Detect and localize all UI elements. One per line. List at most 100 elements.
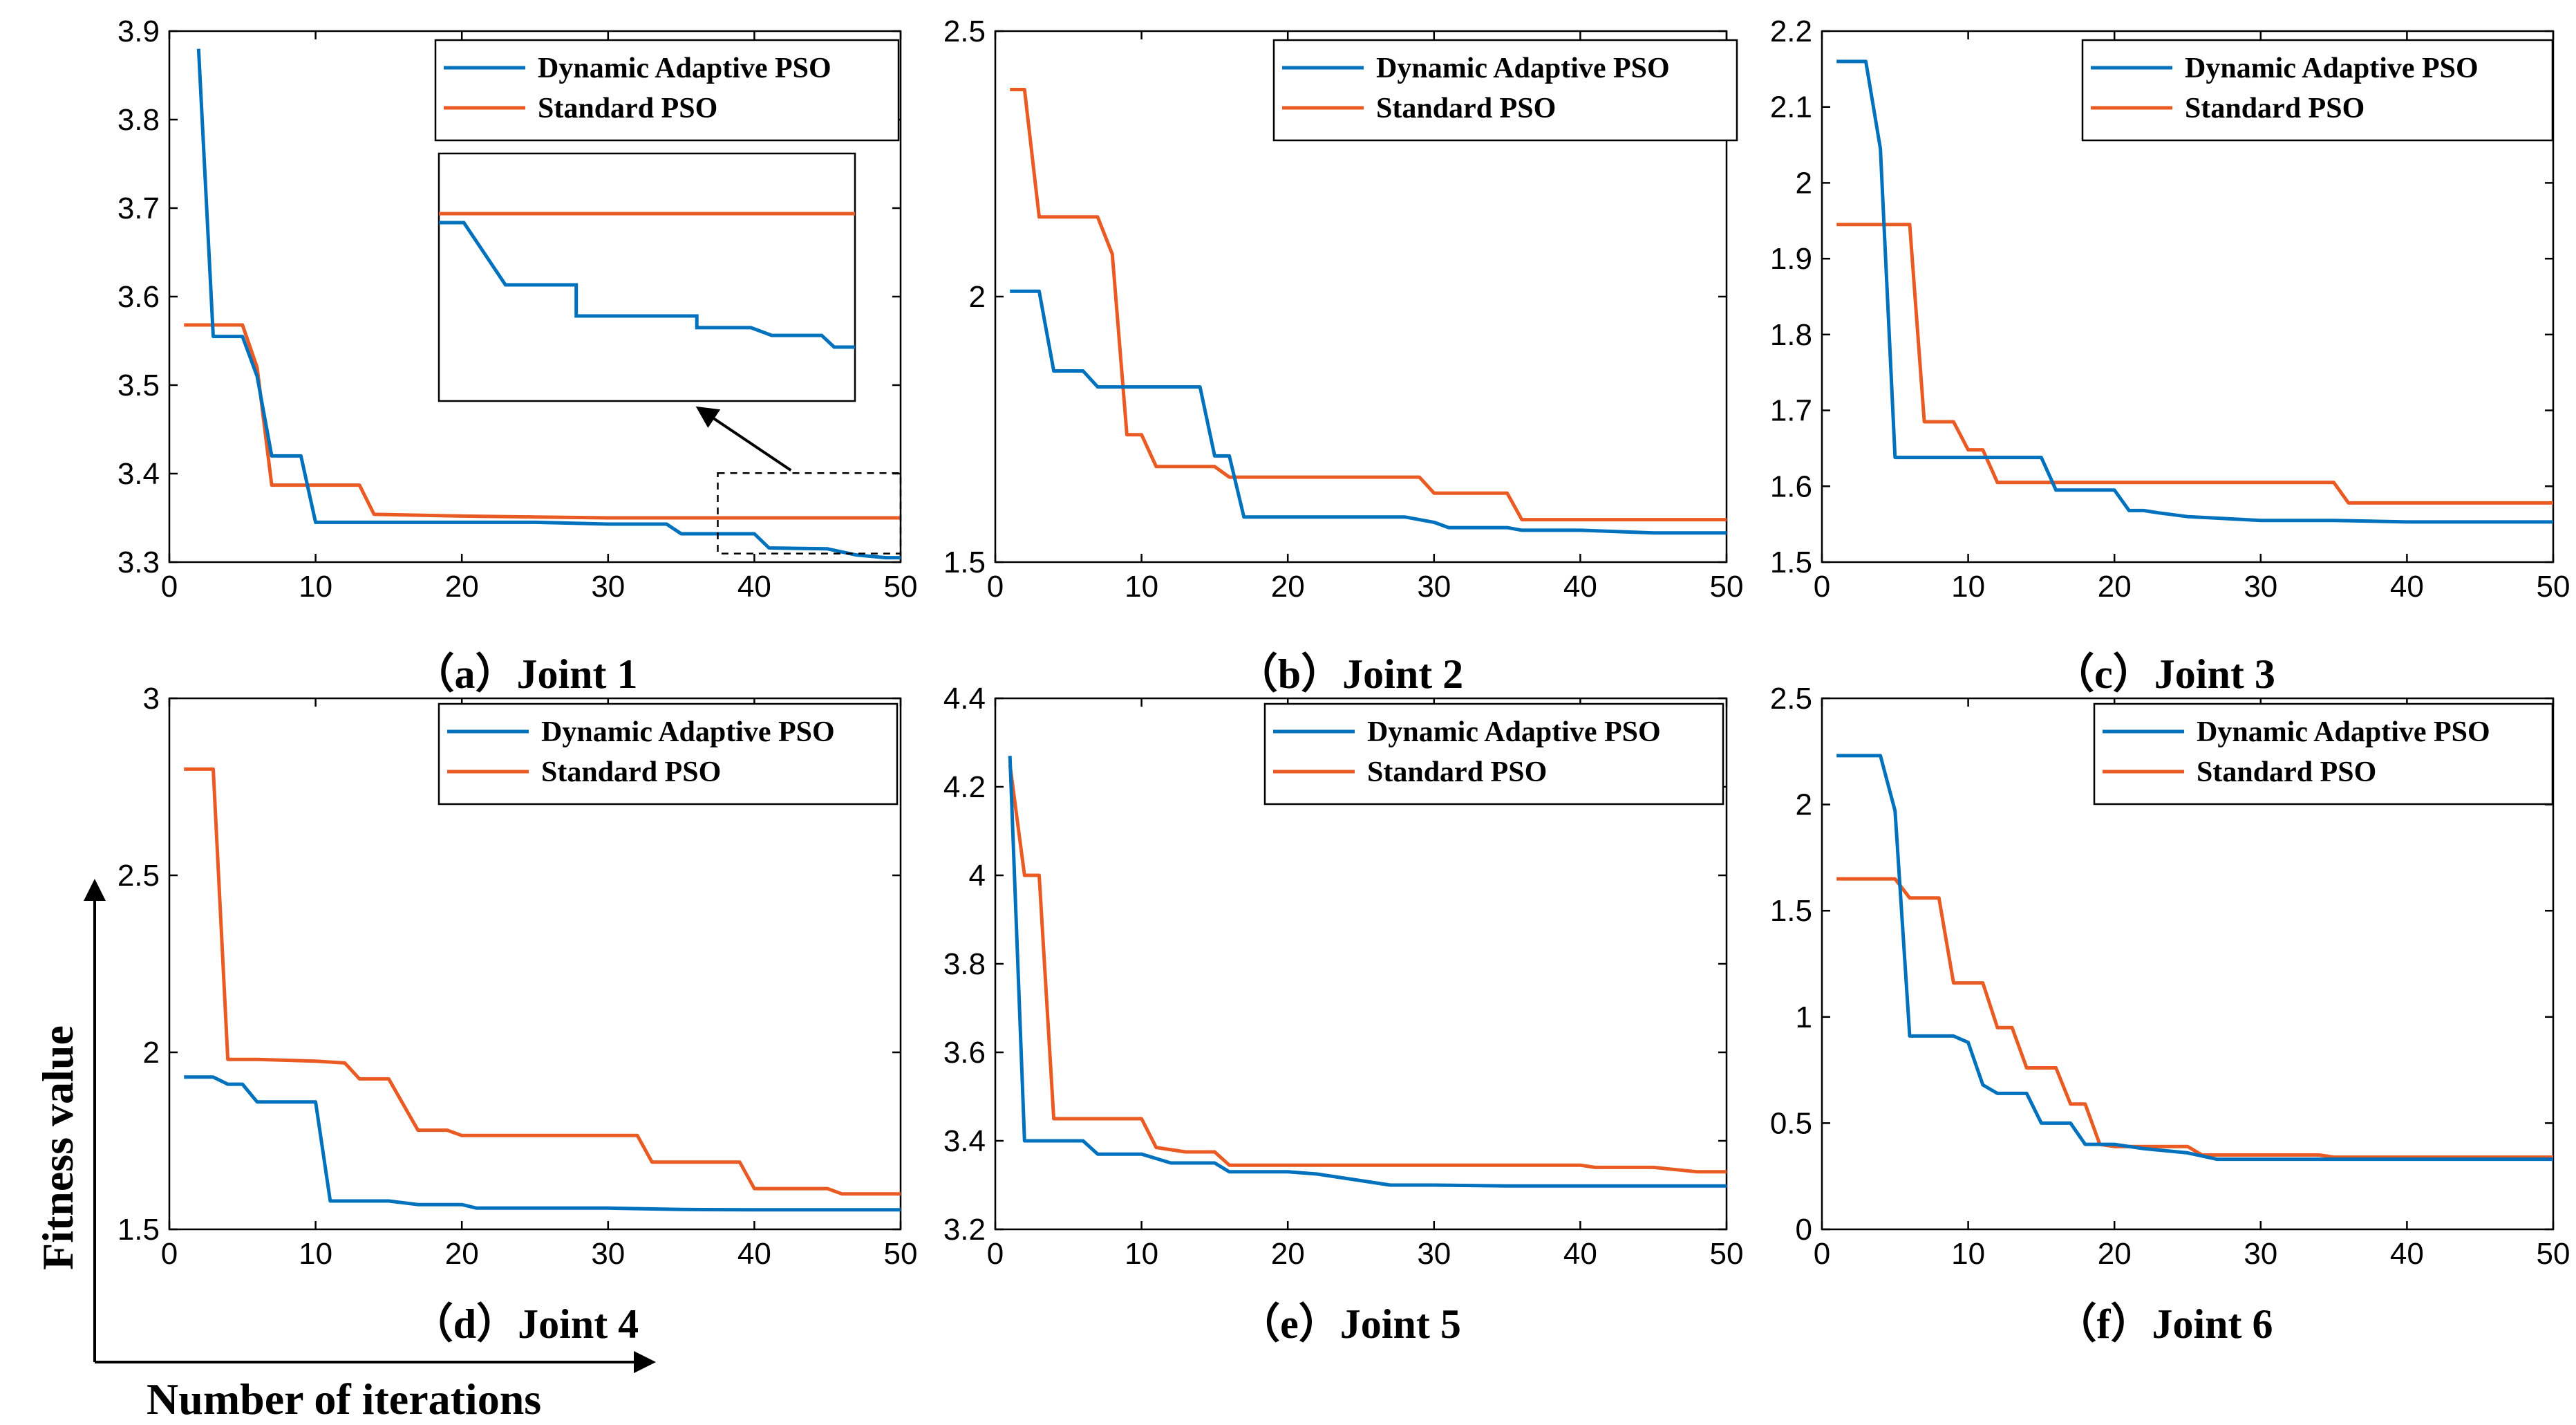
chart-panel-3: 0 10 20 30 40 50 1.5 1.6 1.7 1.8 1.9 2 2.1 2.2 Dynamic… [1770,15,2570,697]
plot-frame [1821,697,2555,1231]
legend-label-standard: Standard PSO [538,93,717,124]
standard-pso-line [1010,88,1727,522]
y-tick-label: 1 [1796,1000,1812,1034]
x-tick-label: 40 [1563,1237,1597,1271]
global-y-label: Fitness value [33,1025,82,1270]
x-tick-label: 50 [2537,1237,2570,1271]
y-tick-label: 2 [969,280,986,314]
x-tick-label: 20 [1271,570,1305,604]
y-tick-label: 0 [1796,1213,1812,1247]
y-tick-label: 2.2 [1770,15,1812,48]
x-tick-label: 10 [1951,570,1985,604]
legend-box [1263,702,1724,805]
legend-label-standard: Standard PSO [1367,756,1547,788]
y-tick-label: 4.2 [943,770,986,804]
legend-box [2081,39,2554,142]
legend-label-dynamic: Dynamic Adaptive PSO [538,53,831,84]
x-tick-label: 30 [2244,570,2277,604]
x-tick-label: 50 [884,1237,918,1271]
x-tick-label: 0 [987,570,1004,604]
x-tick-label: 0 [161,570,178,604]
x-tick-label: 20 [2098,1237,2132,1271]
x-tick-label: 0 [987,1237,1004,1271]
plot-frame [168,697,902,1231]
inset-dynamic-pso-line [439,221,855,349]
x-tick-label: 30 [591,1237,625,1271]
chart-panel-4: 0 10 20 30 40 50 1.5 2 2.5 3 Dynamic Adaptive PSO S… [117,682,918,1347]
legend-label-dynamic: Dynamic Adaptive PSO [2185,53,2479,84]
y-tick-label: 1.5 [1770,546,1812,579]
chart-panel-1: 0 10 20 30 40 50 3.3 3.4 3.5 3.6 3.7 3.8 3.9 Dynamic … [117,15,918,697]
x-tick-label: 20 [2098,570,2132,604]
x-tick-label: 40 [737,570,771,604]
y-tick-label: 3.7 [117,192,160,225]
x-tick-label: 0 [1814,570,1830,604]
x-tick-label: 40 [737,1237,771,1271]
chart-panel-6: 0 10 20 30 40 50 0 0.5 1 1.5 2 2.5 Dynamic Adaptive … [1770,682,2570,1347]
legend-label-dynamic: Dynamic Adaptive PSO [541,716,835,748]
y-tick-label: 3.8 [943,947,986,981]
x-tick-label: 0 [1814,1237,1830,1271]
standard-pso-line [184,767,901,1196]
dynamic-pso-line [184,1075,901,1212]
legend: Dynamic Adaptive PSO Standard PSO [1272,39,1738,142]
y-tick-label: 3.6 [117,280,160,314]
plot-frame [1821,30,2555,564]
x-tick-label: 20 [445,1237,479,1271]
standard-pso-line [1836,877,2553,1159]
legend-box [438,702,899,805]
x-tick-label: 50 [1710,1237,1744,1271]
x-tick-label: 10 [1125,570,1158,604]
legend: Dynamic Adaptive PSO Standard PSO [438,702,899,805]
legend-label-dynamic: Dynamic Adaptive PSO [1367,716,1661,748]
y-tick-label: 2.5 [943,15,986,48]
y-tick-label: 1.5 [943,546,986,579]
legend-box [1272,39,1738,142]
legend-label-standard: Standard PSO [541,756,721,788]
panel-caption: （c）Joint 3 [2053,651,2275,697]
standard-pso-line [184,323,901,520]
x-tick-label: 50 [884,570,918,604]
y-tick-label: 4 [969,859,986,893]
zoom-region-box [717,472,902,555]
chart-panel-2: 0 10 20 30 40 50 1.5 2 2.5 Dynamic Adaptive PSO St… [943,15,1744,697]
legend-label-dynamic: Dynamic Adaptive PSO [1376,53,1670,84]
x-tick-label: 10 [299,570,332,604]
x-tick-label: 30 [1417,570,1451,604]
legend-box [2093,702,2554,805]
y-tick-label: 1.5 [1770,894,1812,928]
x-tick-label: 20 [1271,1237,1305,1271]
y-tick-label: 1.8 [1770,318,1812,352]
dynamic-pso-line [196,48,901,560]
global-axis-indicator: Fitness value Number of iterations [33,879,656,1424]
dynamic-pso-line [1836,754,2553,1162]
y-tick-label: 3.9 [117,15,160,48]
legend: Dynamic Adaptive PSO Standard PSO [1263,702,1724,805]
y-tick-label: 0.5 [1770,1106,1812,1140]
y-tick-label: 3.5 [117,369,160,402]
legend-label-standard: Standard PSO [2197,756,2376,788]
panel-caption: （d）Joint 4 [412,1301,639,1347]
dynamic-pso-line [1836,59,2553,524]
y-tick-label: 2.1 [1770,91,1812,124]
legend-label-standard: Standard PSO [1376,93,1556,124]
standard-pso-line [1836,223,2553,505]
panel-caption: （f）Joint 6 [2056,1301,2273,1347]
y-tick-label: 1.7 [1770,394,1812,428]
y-tick-label: 1.6 [1770,469,1812,503]
x-tick-label: 50 [1710,570,1744,604]
x-tick-label: 30 [591,570,625,604]
y-tick-label: 1.5 [117,1213,160,1247]
y-tick-label: 3.2 [943,1213,986,1247]
panel-caption: （b）Joint 2 [1237,651,1463,697]
x-tick-label: 0 [161,1237,178,1271]
x-tick-label: 40 [2390,570,2424,604]
y-tick-label: 3.4 [117,457,160,491]
y-tick-label: 3.3 [117,546,160,579]
y-tick-label: 4.4 [943,682,986,716]
x-tick-label: 50 [2537,570,2570,604]
y-tick-label: 2 [143,1036,160,1070]
x-tick-label: 30 [1417,1237,1451,1271]
legend: Dynamic Adaptive PSO Standard PSO [434,39,900,142]
legend-label-standard: Standard PSO [2185,93,2365,124]
